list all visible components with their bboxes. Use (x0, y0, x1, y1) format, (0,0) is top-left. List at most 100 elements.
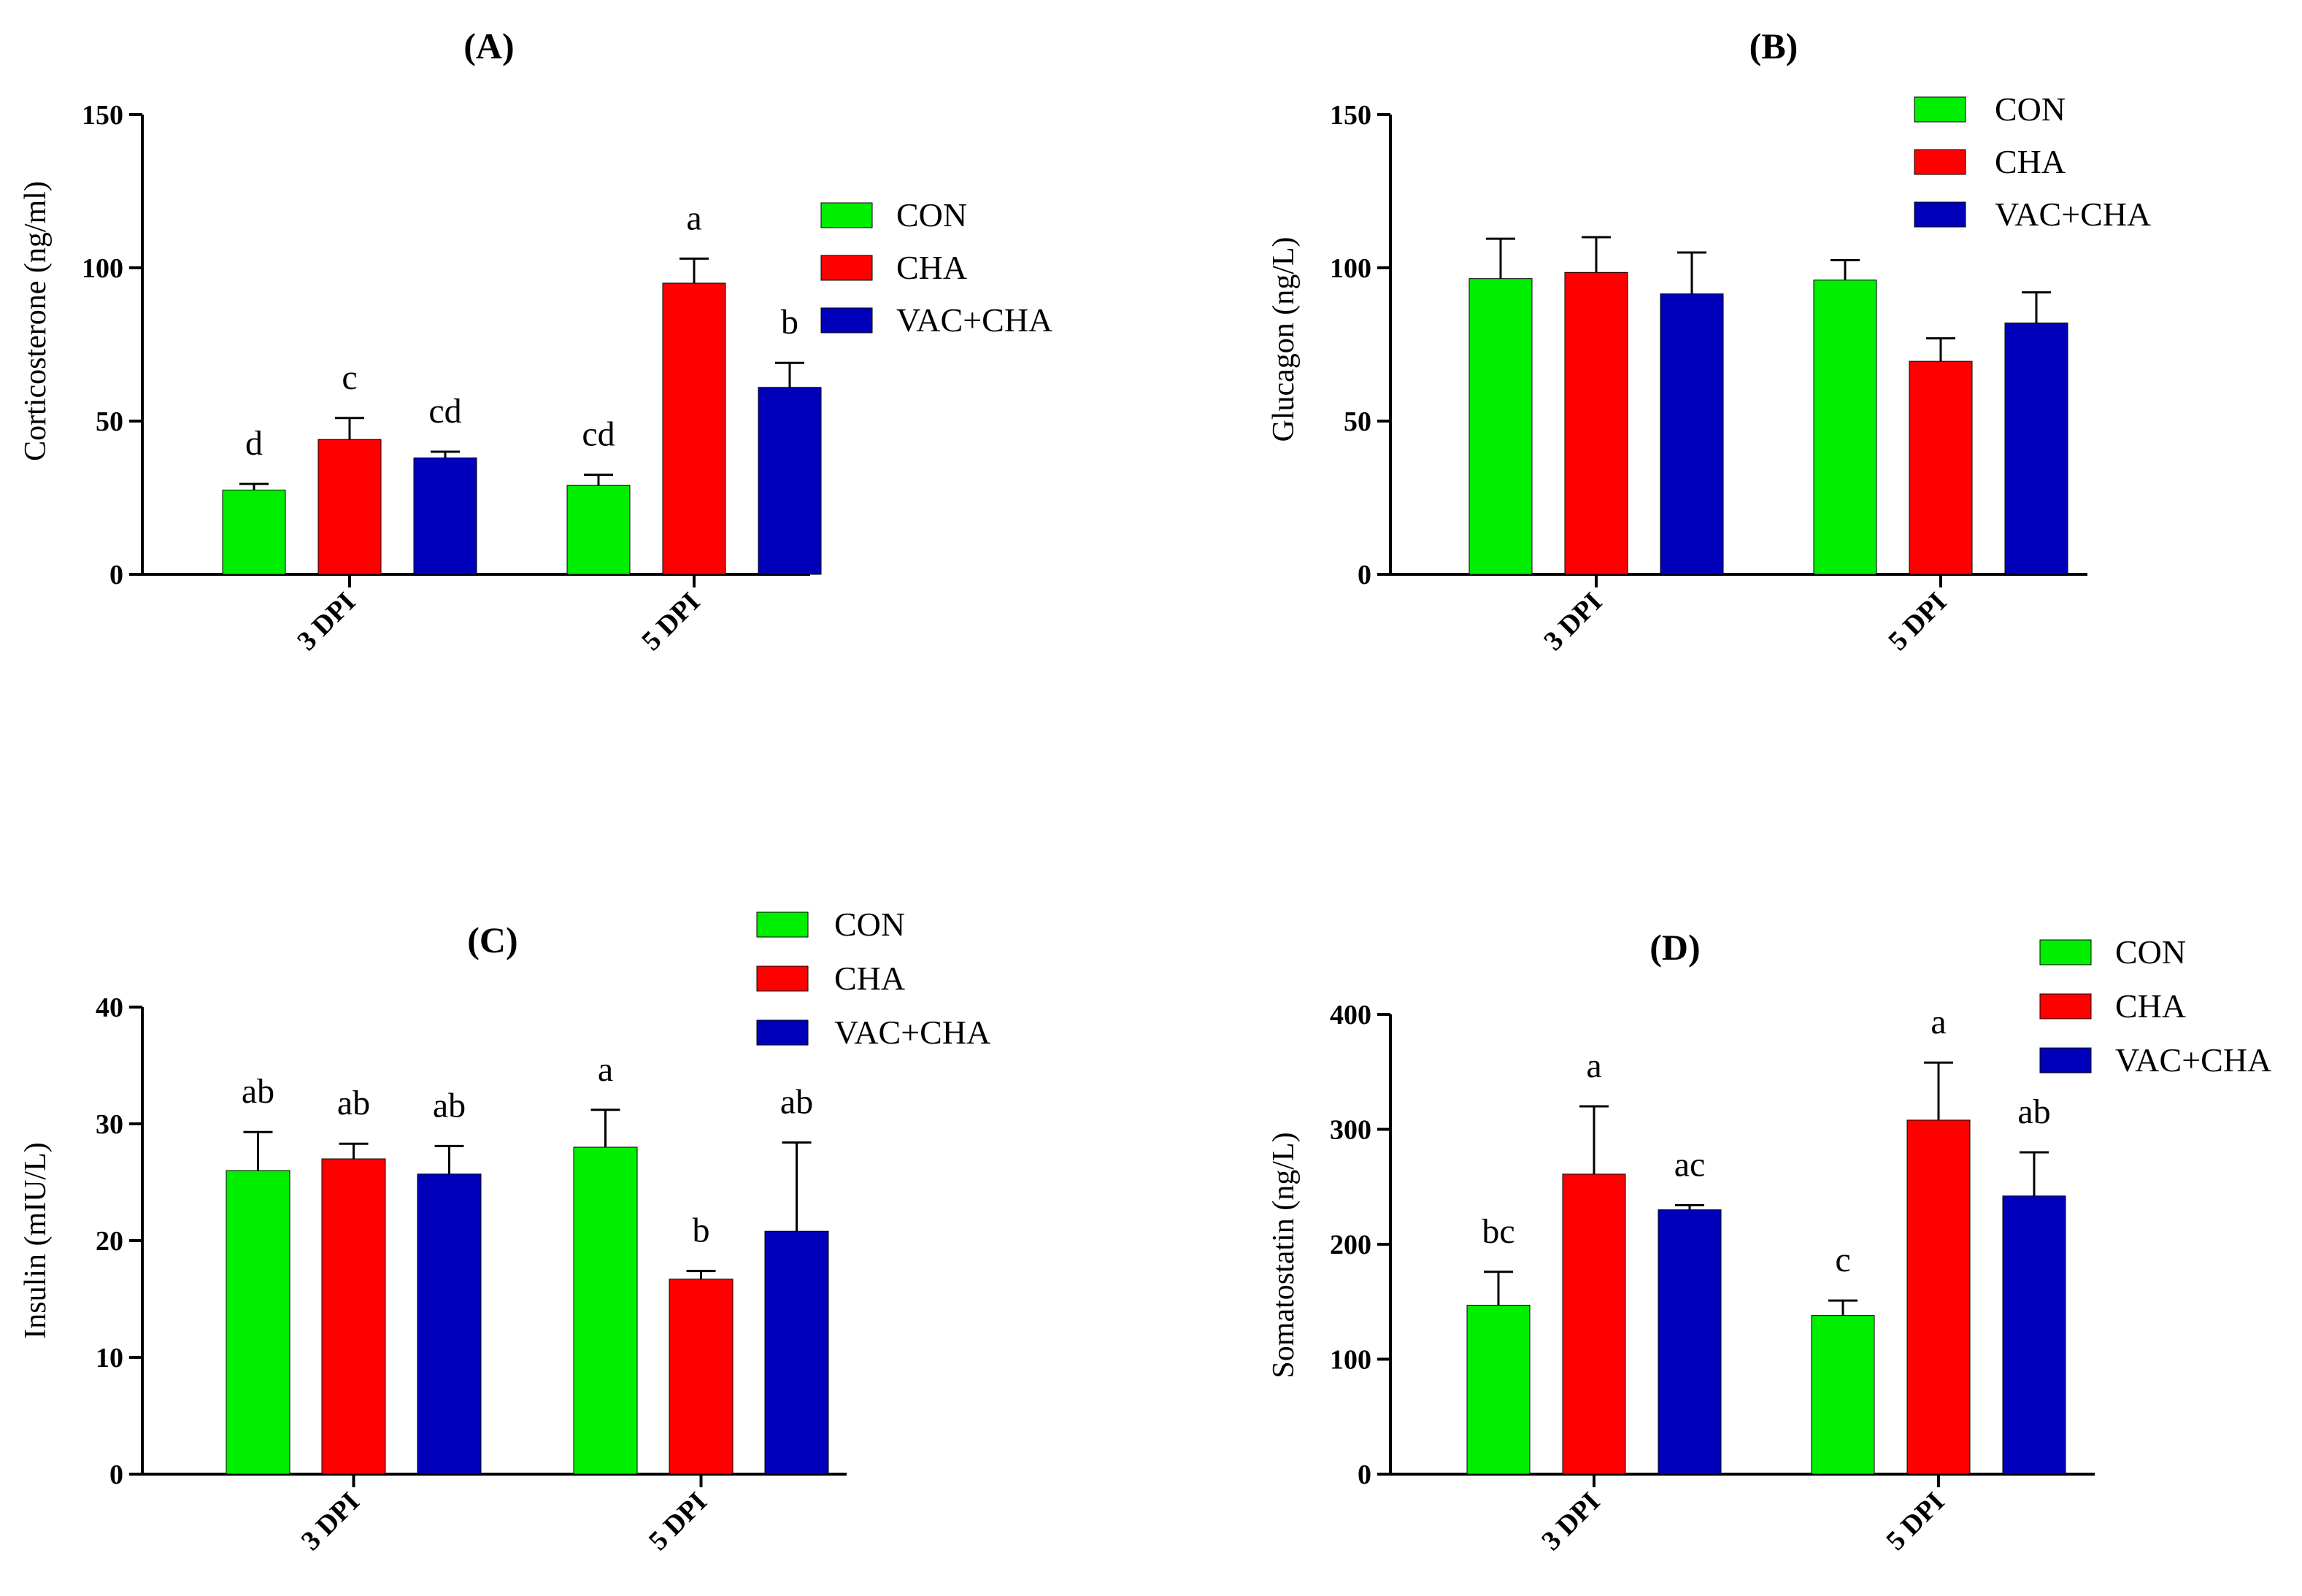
panel-b: (B) Glucagon (ng/L) 0 50 100 150 3 DPI 5 DPI CON… (1267, 26, 2151, 657)
y-tick-label: 400 (1330, 1000, 1371, 1030)
legend-swatch-con (1914, 96, 1966, 123)
significance-label: cd (582, 415, 615, 454)
panel-d: (D)Somatostatin (ng/L)0100200300400bcaac… (1267, 927, 2271, 1557)
significance-label: d (245, 424, 263, 463)
legend-label: VAC+CHA (2115, 1041, 2271, 1079)
y-tick-label: 150 (82, 100, 123, 131)
legend-label: CON (1995, 90, 2066, 128)
bar-vac-cha-5dpi (2004, 323, 2068, 575)
y-tick-label: 200 (1330, 1230, 1371, 1260)
bar-vac-cha-3dpi (413, 457, 477, 575)
y-tick-label: 100 (82, 253, 123, 284)
bar-vac-cha-5dpi (764, 1230, 829, 1475)
bar-cha-5dpi (1909, 361, 1973, 575)
bar-con-5dpi (566, 485, 631, 575)
bar-con-5dpi (573, 1146, 638, 1475)
legend-label: CON (834, 906, 905, 943)
bar-cha-3dpi (321, 1158, 386, 1475)
legend-swatch-con (756, 911, 809, 938)
x-tick-label: 5 DPI (1882, 587, 1952, 657)
significance-label: c (342, 358, 357, 397)
bar-con-3dpi (1466, 1304, 1531, 1475)
bar-cha-5dpi (662, 282, 726, 575)
significance-label: ac (1674, 1145, 1706, 1184)
significance-label: ab (2017, 1092, 2050, 1131)
legend-label: CHA (896, 249, 967, 286)
significance-label: a (598, 1050, 613, 1089)
legend-label: VAC+CHA (896, 301, 1052, 339)
bar-con-5dpi (1813, 280, 1877, 575)
bar-con-5dpi (1811, 1315, 1875, 1475)
legend-swatch-cha (1914, 149, 1966, 175)
bar-con-3dpi (226, 1170, 290, 1475)
y-tick-label: 50 (96, 406, 123, 437)
y-tick-label: 0 (109, 1460, 123, 1490)
legend-label: CON (896, 196, 967, 234)
bar-vac-cha-3dpi (417, 1173, 482, 1475)
legend-label: CON (2115, 933, 2186, 971)
significance-label: bc (1482, 1212, 1514, 1251)
bar-cha-3dpi (1564, 271, 1628, 575)
legend-label: CHA (1995, 143, 2066, 180)
y-tick-label: 100 (1330, 1345, 1371, 1376)
x-tick-label: 3 DPI (1536, 1487, 1606, 1557)
y-tick-label: 0 (109, 560, 123, 590)
y-tick-label: 0 (1358, 1460, 1371, 1490)
y-tick-label: 300 (1330, 1115, 1371, 1146)
significance-label: a (686, 198, 701, 237)
bar-vac-cha-3dpi (1660, 293, 1724, 575)
significance-label: ab (242, 1072, 274, 1111)
legend-swatch-vac-cha (756, 1019, 809, 1046)
x-tick-label: 5 DPI (643, 1487, 713, 1557)
panel-title: (C) (467, 920, 517, 960)
significance-label: ab (780, 1083, 813, 1122)
y-axis-label: Glucagon (ng/L) (1267, 236, 1301, 442)
significance-label: ab (337, 1084, 370, 1122)
legend-label: VAC+CHA (1995, 196, 2151, 233)
significance-label: c (1835, 1241, 1850, 1279)
y-tick-label: 10 (96, 1343, 123, 1373)
y-axis-label: Insulin (mIU/L) (19, 1142, 53, 1338)
x-tick-label: 3 DPI (1538, 587, 1608, 657)
significance-label: ab (433, 1086, 466, 1125)
legend-label: CHA (2115, 987, 2186, 1025)
bar-cha-5dpi (1906, 1119, 1971, 1475)
y-tick-label: 40 (96, 992, 123, 1023)
legend-swatch-vac-cha (2039, 1047, 2092, 1073)
bar-cha-5dpi (669, 1279, 734, 1475)
legend-swatch-con (820, 202, 873, 228)
x-tick-label: 3 DPI (291, 587, 361, 657)
significance-label: a (1586, 1046, 1601, 1085)
significance-label: b (693, 1211, 710, 1250)
y-tick-label: 100 (1330, 253, 1371, 284)
x-tick-label: 5 DPI (636, 587, 706, 657)
bar-cha-3dpi (1562, 1173, 1626, 1475)
panel-title: (A) (463, 26, 514, 66)
y-tick-label: 150 (1330, 100, 1371, 131)
bar-vac-cha-5dpi (758, 387, 822, 575)
bar-cha-3dpi (317, 439, 382, 575)
legend-swatch-cha (820, 255, 873, 281)
significance-label: cd (428, 392, 461, 431)
significance-label: a (1930, 1003, 1946, 1041)
legend-label: VAC+CHA (834, 1014, 990, 1051)
x-tick-label: 3 DPI (296, 1487, 366, 1557)
bar-con-3dpi (1468, 278, 1533, 575)
panel-title: (B) (1749, 26, 1798, 66)
panel-title: (D) (1649, 927, 1700, 968)
legend-label: CHA (834, 960, 905, 997)
y-axis-label: Corticosterone (ng/ml) (19, 181, 53, 461)
legend-swatch-con (2039, 939, 2092, 965)
y-tick-label: 0 (1358, 560, 1371, 590)
y-tick-label: 30 (96, 1109, 123, 1140)
y-tick-label: 20 (96, 1226, 123, 1257)
y-axis-label: Somatostatin (ng/L) (1267, 1132, 1301, 1378)
y-tick-label: 50 (1344, 406, 1371, 437)
legend-swatch-cha (756, 965, 809, 992)
x-tick-label: 5 DPI (1880, 1487, 1950, 1557)
legend-swatch-vac-cha (1914, 201, 1966, 228)
significance-label: b (781, 303, 798, 342)
panel-a: (A) Corticosterone (ng/ml) 0 50 100 150 d c cd 3 … (19, 26, 1052, 657)
